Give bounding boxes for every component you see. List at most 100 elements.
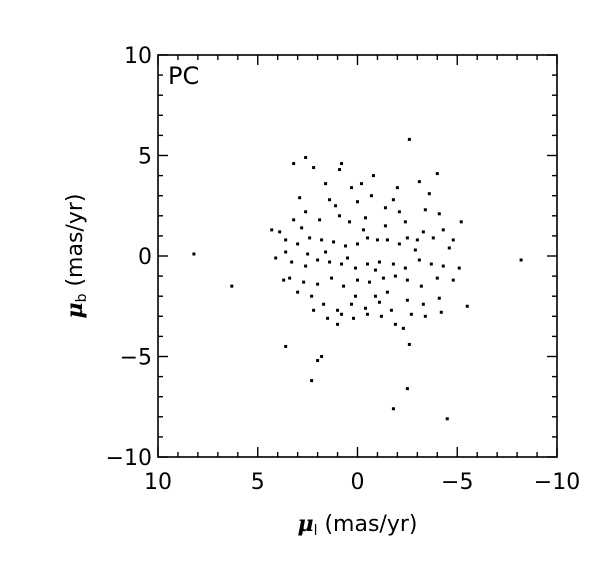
data-point <box>306 252 310 256</box>
data-point <box>304 210 308 214</box>
data-point <box>340 262 344 266</box>
data-point <box>354 266 357 270</box>
data-point <box>403 220 407 224</box>
data-point <box>284 250 288 254</box>
data-point <box>298 196 302 200</box>
data-point <box>451 238 455 242</box>
data-point <box>310 379 314 383</box>
data-point <box>302 280 306 284</box>
y-axis-label-subscript: b <box>74 293 90 302</box>
tick-labels: 10 5 0 −5 −10 −10 −5 0 5 10 <box>106 44 581 495</box>
data-point <box>326 316 330 320</box>
data-point <box>338 214 342 218</box>
data-point <box>435 172 439 176</box>
data-point <box>409 312 413 316</box>
data-points <box>192 137 523 421</box>
data-point <box>391 262 395 266</box>
data-point <box>447 246 451 250</box>
data-point <box>431 236 435 240</box>
tick-marks <box>157 54 558 458</box>
data-point <box>391 407 395 411</box>
data-point <box>417 258 421 262</box>
data-point <box>439 310 443 314</box>
data-point <box>405 387 409 391</box>
x-tick-label: 10 <box>144 470 172 495</box>
data-point <box>365 262 369 266</box>
y-tick-label: 5 <box>138 145 152 170</box>
data-point <box>393 274 397 278</box>
data-point <box>359 182 363 186</box>
data-point <box>350 302 354 306</box>
data-point <box>292 218 296 222</box>
data-point <box>308 236 312 240</box>
panel-label: PC <box>168 62 199 90</box>
data-point <box>316 282 320 286</box>
data-point <box>365 312 369 316</box>
data-point <box>421 230 425 234</box>
data-point <box>316 258 320 262</box>
data-point <box>405 278 409 282</box>
data-point <box>377 300 381 304</box>
data-point <box>320 238 324 242</box>
data-point <box>445 417 449 421</box>
y-axis-label-symbol: μ <box>62 302 88 318</box>
x-axis-label-symbol: μ <box>297 511 313 537</box>
data-point <box>348 220 352 224</box>
data-point <box>336 322 340 326</box>
data-point <box>401 326 405 330</box>
x-tick-label: 0 <box>351 470 365 495</box>
data-point <box>292 162 296 166</box>
data-point <box>381 276 385 280</box>
x-axis-label-unit: (mas/yr) <box>317 512 417 537</box>
data-point <box>451 278 455 282</box>
data-point <box>383 206 387 210</box>
data-point <box>270 228 274 232</box>
data-point <box>415 238 419 242</box>
data-point <box>284 344 288 348</box>
data-point <box>385 238 389 242</box>
data-point <box>407 342 411 346</box>
data-point <box>282 278 286 282</box>
x-tick-label: −5 <box>441 470 473 495</box>
data-point <box>441 264 445 268</box>
data-point <box>274 256 278 260</box>
data-point <box>405 236 409 240</box>
x-tick-label: −10 <box>534 470 580 495</box>
data-point <box>403 266 407 270</box>
data-point <box>296 242 300 246</box>
data-point <box>352 316 356 320</box>
data-point <box>365 236 369 240</box>
data-point <box>346 256 350 260</box>
data-point <box>304 156 308 160</box>
data-point <box>328 260 332 264</box>
data-point <box>338 168 342 172</box>
data-point <box>367 280 371 284</box>
data-point <box>320 355 324 358</box>
data-point <box>316 359 320 363</box>
data-point <box>459 220 463 224</box>
data-point <box>310 294 314 298</box>
data-point <box>332 240 336 244</box>
data-point <box>391 198 395 202</box>
data-point <box>389 308 393 312</box>
data-point <box>363 306 367 310</box>
data-point <box>290 260 294 264</box>
y-tick-label: −5 <box>120 346 152 371</box>
data-point <box>413 248 417 252</box>
data-point <box>421 302 425 306</box>
x-axis-label-subscript: l <box>314 523 318 539</box>
data-point <box>344 244 348 248</box>
data-point <box>356 242 359 246</box>
data-point <box>192 252 196 256</box>
data-point <box>324 182 328 186</box>
data-point <box>288 276 292 280</box>
data-point <box>230 284 234 288</box>
data-point <box>375 238 379 242</box>
data-point <box>371 174 375 178</box>
data-point <box>336 308 340 312</box>
data-point <box>437 296 441 300</box>
data-point <box>385 290 389 294</box>
data-point <box>423 314 427 318</box>
